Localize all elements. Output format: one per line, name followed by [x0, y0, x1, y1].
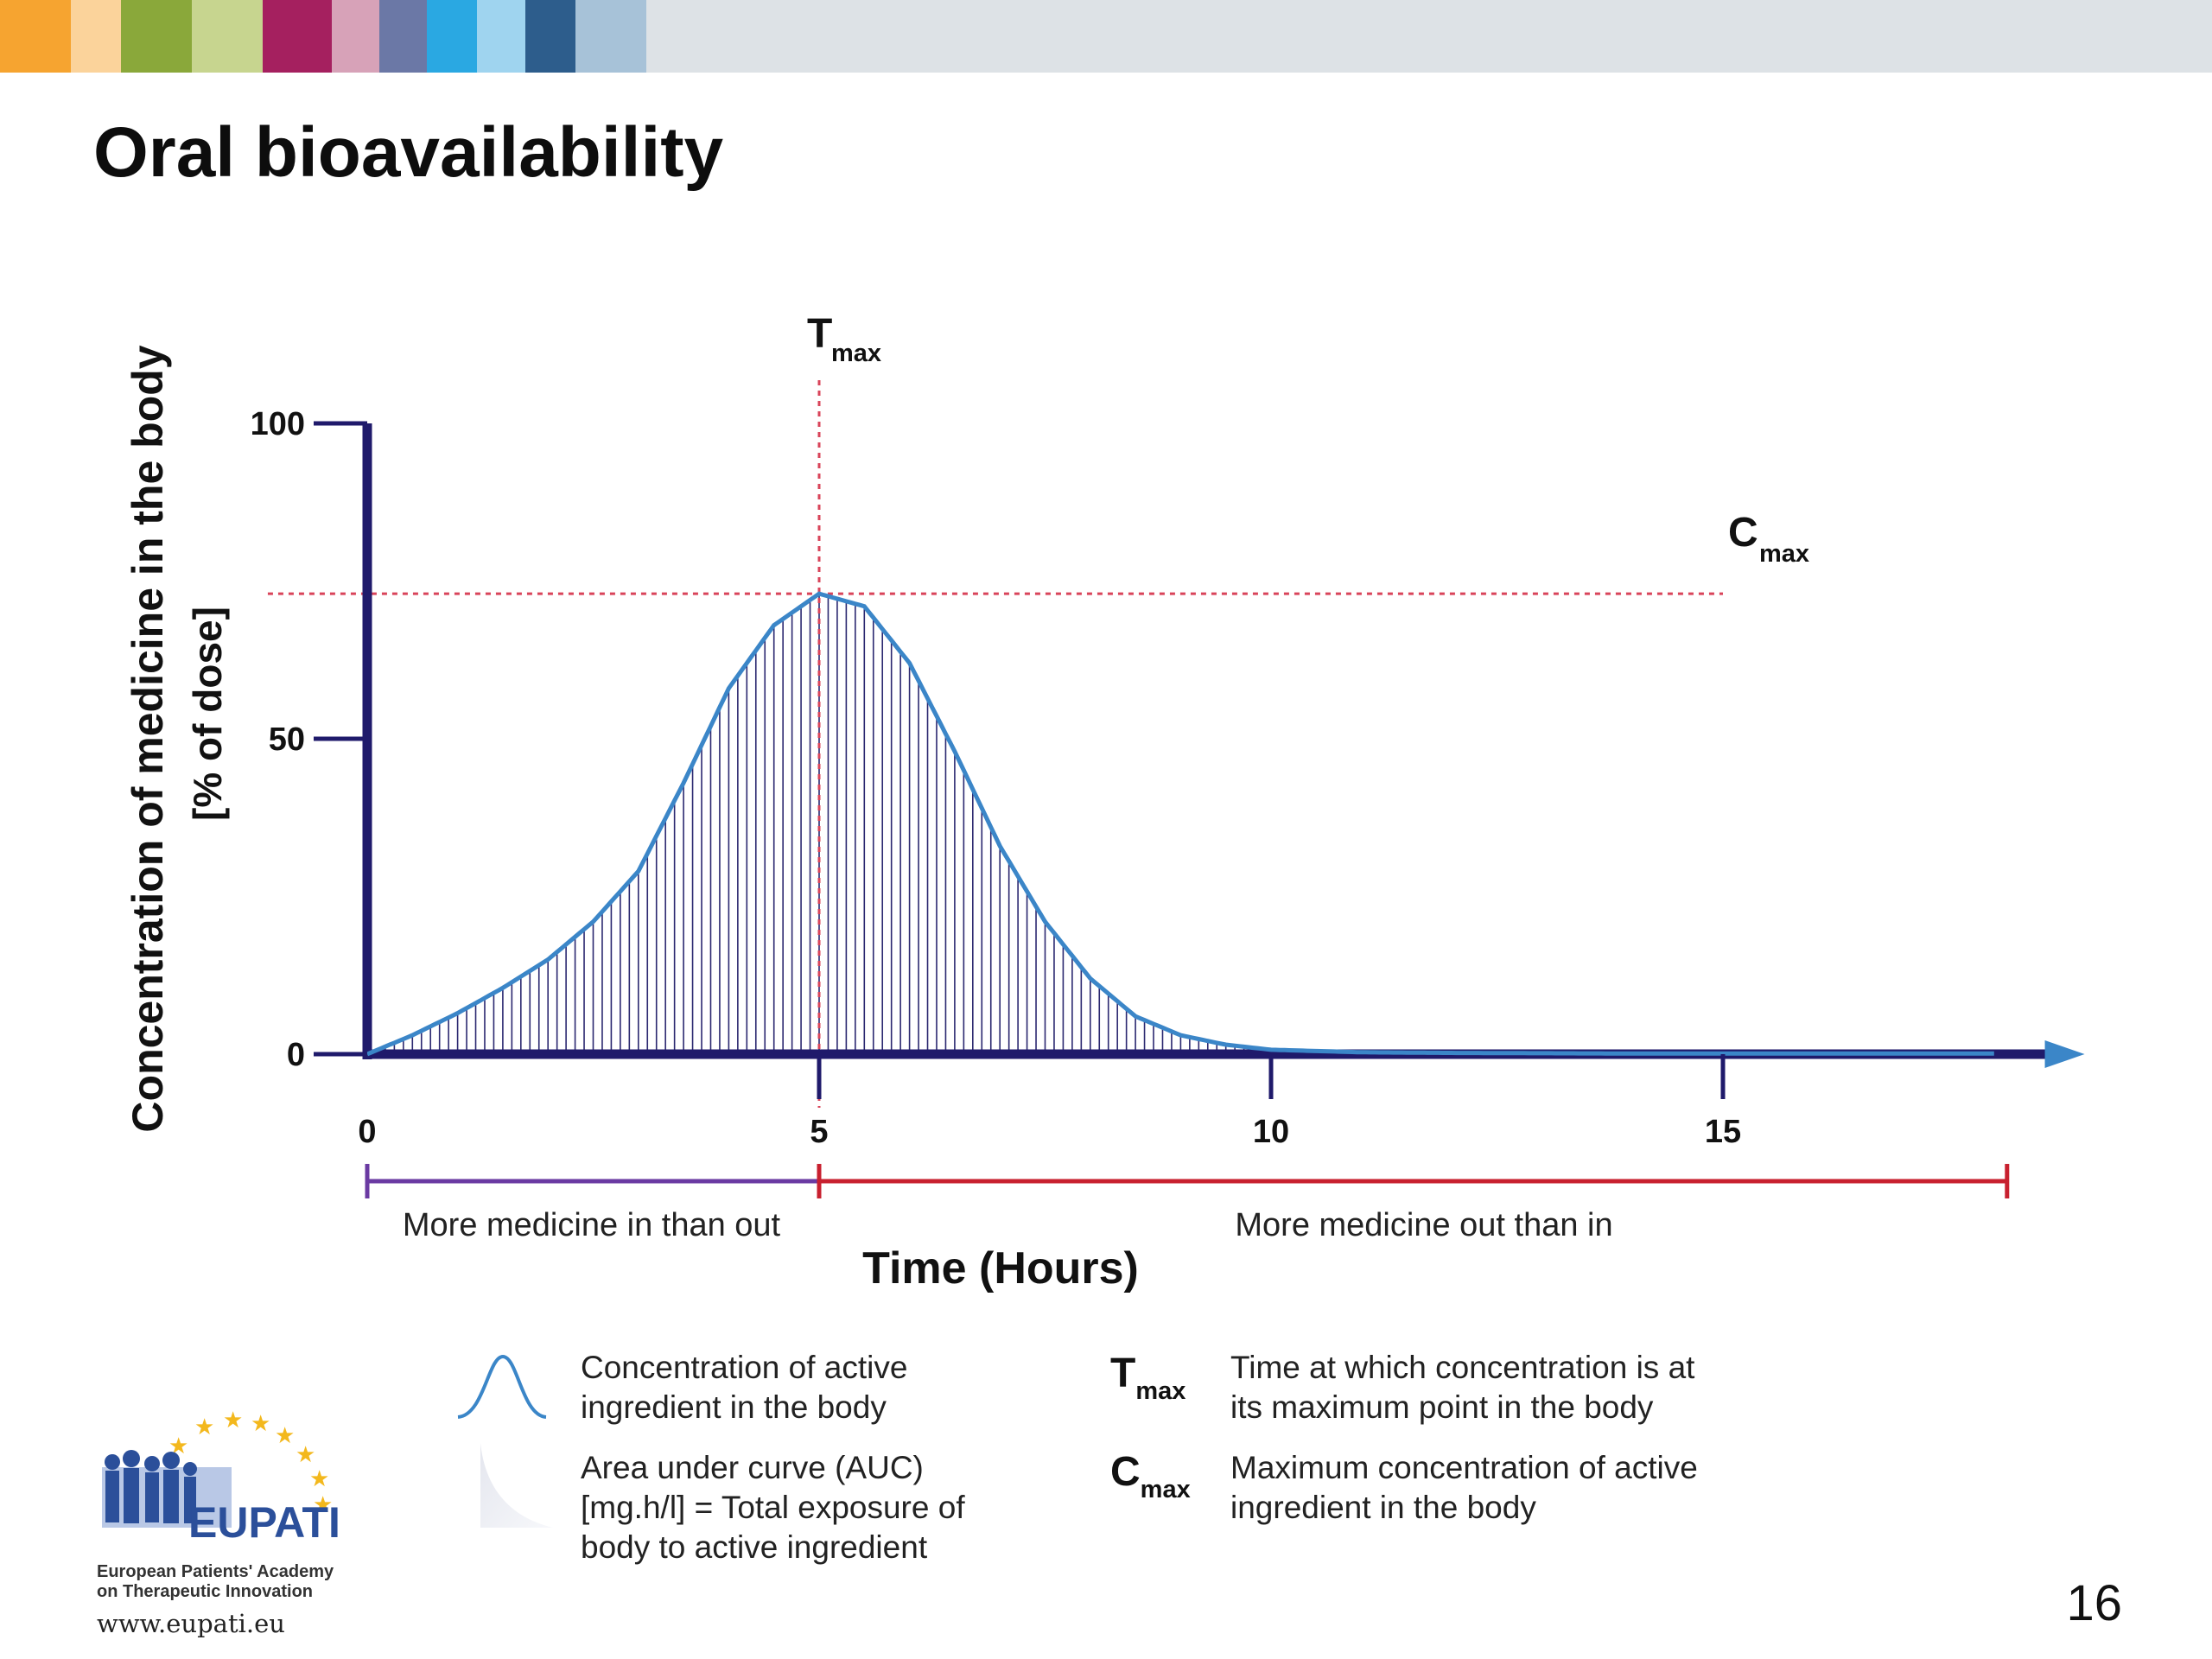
color-bar-segment — [192, 0, 263, 73]
legend-auc-line-2: [mg.h/l] = Total exposure of — [581, 1490, 965, 1525]
y-tick-label: 100 — [251, 406, 305, 442]
x-tick-label: 10 — [1253, 1114, 1289, 1150]
legend-tmax-letter: T — [1110, 1351, 1136, 1396]
logo-people-icon — [102, 1450, 232, 1528]
legend-cmax-text: Maximum concentration of active ingredie… — [1230, 1448, 1698, 1528]
color-bar-segment — [379, 0, 427, 73]
legend-auc-text: Area under curve (AUC) [mg.h/l] = Total … — [581, 1448, 965, 1567]
logo-brand-text: EUPATI — [188, 1498, 340, 1547]
logo-url: www.eupati.eu — [97, 1609, 285, 1638]
svg-text:★: ★ — [309, 1466, 329, 1492]
legend-curve-icon — [457, 1354, 547, 1419]
y-axis-title-line-1: Concentration of medicine in the body — [124, 345, 172, 1132]
tmax-label: T — [807, 311, 832, 357]
phase-in-label: More medicine in than out — [403, 1207, 781, 1243]
svg-text:★: ★ — [251, 1411, 270, 1437]
legend-tmax-line-1: Time at which concentration is at — [1230, 1350, 1695, 1385]
legend-tmax-line-2: its maximum point in the body — [1230, 1389, 1654, 1425]
color-bar-segment — [121, 0, 192, 73]
legend-tmax-subscript: max — [1135, 1377, 1186, 1405]
color-bar-segment — [646, 0, 2212, 73]
color-bar-segment — [0, 0, 71, 73]
color-bar-segment — [477, 0, 525, 73]
logo-org-line-1: European Patients' Academy — [97, 1562, 334, 1581]
x-tick-label: 5 — [810, 1114, 828, 1150]
logo-stars-icon: ★ ★ ★ ★ ★ ★ ★ ★ — [168, 1408, 333, 1518]
y-tick-label: 0 — [287, 1037, 305, 1073]
legend-auc-line-3: body to active ingredient — [581, 1529, 928, 1565]
brand-color-bar — [0, 0, 2212, 73]
tmax-subscript: max — [831, 340, 881, 367]
color-bar-segment — [263, 0, 332, 73]
x-axis-arrowhead — [2044, 1040, 2085, 1068]
phase-out-label: More medicine out than in — [1235, 1207, 1612, 1243]
color-bar-segment — [525, 0, 575, 73]
y-tick-label: 50 — [269, 721, 305, 758]
legend-auc-icon — [480, 1443, 553, 1528]
legend-cmax-line-1: Maximum concentration of active — [1230, 1450, 1698, 1485]
legend-auc-line-1: Area under curve (AUC) — [581, 1450, 924, 1485]
svg-text:★: ★ — [296, 1442, 315, 1468]
svg-text:★: ★ — [223, 1408, 243, 1433]
color-bar-segment — [427, 0, 477, 73]
cmax-subscript: max — [1759, 540, 1809, 568]
legend-cmax-line-2: ingredient in the body — [1230, 1490, 1536, 1525]
bioavailability-chart: 0 5 10 15 0 50 100 Concentration of medicine i… — [124, 311, 2085, 1294]
legend-curve-line-1: Concentration of active — [581, 1350, 908, 1385]
legend-tmax-text: Time at which concentration is at its ma… — [1230, 1348, 1694, 1427]
concentration-curve — [366, 591, 1994, 1057]
svg-text:★: ★ — [313, 1492, 333, 1518]
legend-cmax-letter: C — [1110, 1449, 1141, 1495]
page-number: 16 — [2066, 1575, 2122, 1631]
page-title: Oral bioavailability — [93, 113, 724, 192]
eupati-logo: ★ ★ ★ ★ ★ ★ ★ ★ EUPATI European Patients… — [86, 1408, 380, 1642]
x-tick-label: 15 — [1705, 1114, 1741, 1150]
x-axis-title: Time (Hours) — [862, 1243, 1139, 1294]
y-axis-title-line-2: [% of dose] — [185, 607, 230, 821]
svg-text:★: ★ — [194, 1414, 214, 1440]
legend-cmax-symbol: Cmax — [1110, 1448, 1191, 1503]
legend-curve-line-2: ingredient in the body — [581, 1389, 887, 1425]
legend-tmax-symbol: Tmax — [1110, 1350, 1185, 1405]
logo-figures-stars: ★ ★ ★ ★ ★ ★ ★ ★ — [102, 1408, 333, 1528]
logo-org-line-2: on Therapeutic Innovation — [97, 1582, 314, 1601]
color-bar-segment — [71, 0, 121, 73]
legend-cmax-subscript: max — [1140, 1476, 1191, 1503]
svg-text:★: ★ — [275, 1423, 295, 1449]
color-bar-segment — [575, 0, 646, 73]
auc-hatch-area — [375, 594, 1363, 1054]
cmax-label: C — [1728, 510, 1758, 556]
legend-curve-text: Concentration of active ingredient in th… — [581, 1348, 907, 1427]
x-tick-label: 0 — [358, 1114, 376, 1150]
color-bar-segment — [332, 0, 379, 73]
